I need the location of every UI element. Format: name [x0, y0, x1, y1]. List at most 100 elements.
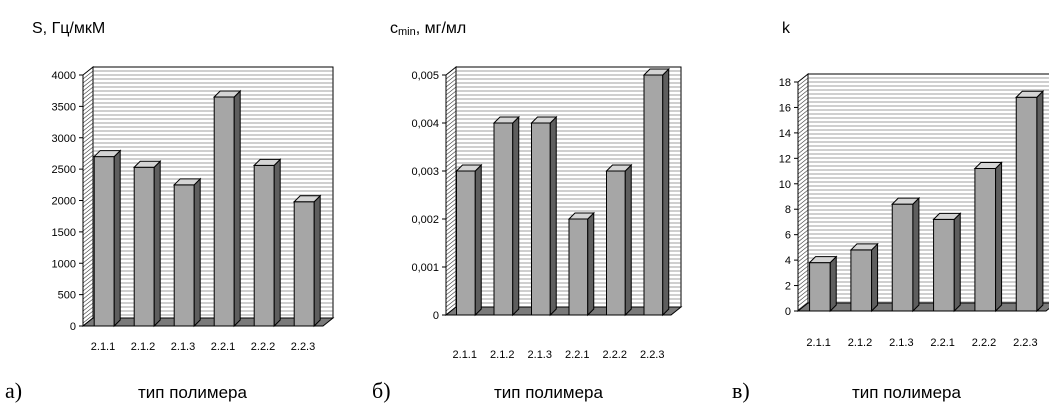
bar-side: [153, 160, 161, 328]
chart-b-ylabel: cmin, мг/мл: [390, 20, 466, 38]
bar: [891, 196, 921, 313]
side-hatch-line: [82, 218, 94, 228]
side-hatch-line: [445, 286, 457, 296]
y-tick-label: 500: [58, 290, 76, 302]
bar: [973, 161, 1003, 313]
side-hatch-line: [445, 98, 457, 108]
side-hatch-line: [82, 302, 94, 312]
y-tick-label: 0: [785, 306, 791, 318]
bar-side: [912, 196, 920, 313]
y-tick-label: 0,004: [411, 118, 439, 130]
side-hatch-line: [797, 177, 809, 187]
bar: [252, 158, 282, 328]
category-label: 2.1.1: [91, 341, 115, 353]
side-hatch-line: [82, 286, 94, 296]
side-hatch-line: [445, 122, 457, 132]
side-hatch-line: [82, 222, 94, 232]
chart-b-ylabel-rest: , мг/мл: [416, 20, 467, 37]
side-hatch-line: [82, 206, 94, 216]
side-hatch-line: [82, 142, 94, 152]
side-hatch-line: [445, 162, 457, 172]
side-hatch-line: [445, 266, 457, 276]
side-hatch-line: [797, 197, 809, 207]
bar-top: [132, 160, 162, 168]
side-hatch-line: [445, 282, 457, 292]
side-hatch-line: [82, 306, 94, 316]
bar: [932, 212, 962, 313]
side-hatch-line: [797, 261, 809, 271]
side-hatch-line: [445, 210, 457, 220]
side-hatch-line: [445, 218, 457, 228]
side-hatch-line: [445, 206, 457, 216]
bar-face: [933, 218, 955, 312]
side-hatch-line: [82, 154, 94, 164]
side-hatch-line: [797, 93, 809, 103]
side-hatch-line: [82, 282, 94, 292]
bar-top: [567, 212, 595, 220]
bar-face: [493, 122, 514, 316]
side-hatch-line: [82, 214, 94, 224]
side-hatch-line: [82, 130, 94, 140]
side-hatch-line: [445, 246, 457, 256]
y-tick-label: 0: [433, 310, 439, 322]
chart-a-xlabel: тип полимера: [138, 383, 248, 402]
side-hatch-line: [797, 189, 809, 199]
side-hatch-line: [797, 185, 809, 195]
side-hatch-line: [797, 241, 809, 251]
side-hatch-line: [797, 89, 809, 99]
bar-top: [212, 90, 242, 98]
side-hatch-line: [797, 205, 809, 215]
bar-top: [455, 164, 483, 172]
side-hatch-line: [82, 162, 94, 172]
side-hatch-line: [445, 154, 457, 164]
side-hatch-line: [445, 158, 457, 168]
side-hatch-line: [82, 126, 94, 136]
side-hatch-line: [445, 70, 457, 80]
bar-side: [193, 177, 201, 328]
side-hatch-line: [797, 137, 809, 147]
side-hatch-line: [82, 134, 94, 144]
bar-side: [474, 163, 482, 317]
side-hatch-line: [445, 298, 457, 308]
y-tick-label: 12: [779, 153, 791, 165]
y-tick-label: 1500: [52, 227, 76, 239]
side-hatch-line: [82, 146, 94, 156]
category-label: 2.1.1: [453, 349, 477, 361]
side-hatch-line: [445, 174, 457, 184]
side-hatch-line: [797, 289, 809, 299]
side-hatch-line: [445, 186, 457, 196]
category-label: 2.2.1: [930, 337, 954, 349]
bar: [1015, 90, 1045, 313]
y-tick-label: 18: [779, 77, 791, 89]
y-tick-label: 8: [785, 204, 791, 216]
side-hatch-line: [445, 278, 457, 288]
chart-b-plot: 0 0,001 0,002 0,003 0,004 0,005 2.1.1 2.1.2 2.1.…: [411, 65, 683, 361]
side-hatch-line: [797, 273, 809, 283]
bar: [567, 211, 595, 317]
category-label: 2.2.2: [251, 341, 275, 353]
wall-hatching: [797, 77, 1049, 311]
side-hatch-line: [797, 277, 809, 287]
bar-side: [953, 212, 961, 313]
side-hatch-line: [82, 270, 94, 280]
side-hatch-line: [797, 193, 809, 203]
side-hatch-line: [445, 238, 457, 248]
side-hatch-line: [445, 150, 457, 160]
side-hatch-line: [797, 141, 809, 151]
side-hatch-line: [445, 134, 457, 144]
side-hatch-line: [797, 257, 809, 267]
wall-hatching: [82, 70, 333, 324]
bar-side: [624, 163, 632, 317]
y-tick-label: 0,003: [411, 166, 439, 178]
bar: [92, 149, 122, 328]
bar-top: [530, 116, 558, 124]
side-hatch-line: [82, 178, 94, 188]
side-hatch-line: [797, 153, 809, 163]
bar-top: [292, 195, 322, 203]
side-hatch-line: [797, 109, 809, 119]
bar-side: [829, 255, 837, 313]
side-hatch-line: [82, 174, 94, 184]
bar-top: [932, 212, 962, 220]
side-hatch-line: [797, 221, 809, 231]
bar-side: [871, 242, 879, 313]
